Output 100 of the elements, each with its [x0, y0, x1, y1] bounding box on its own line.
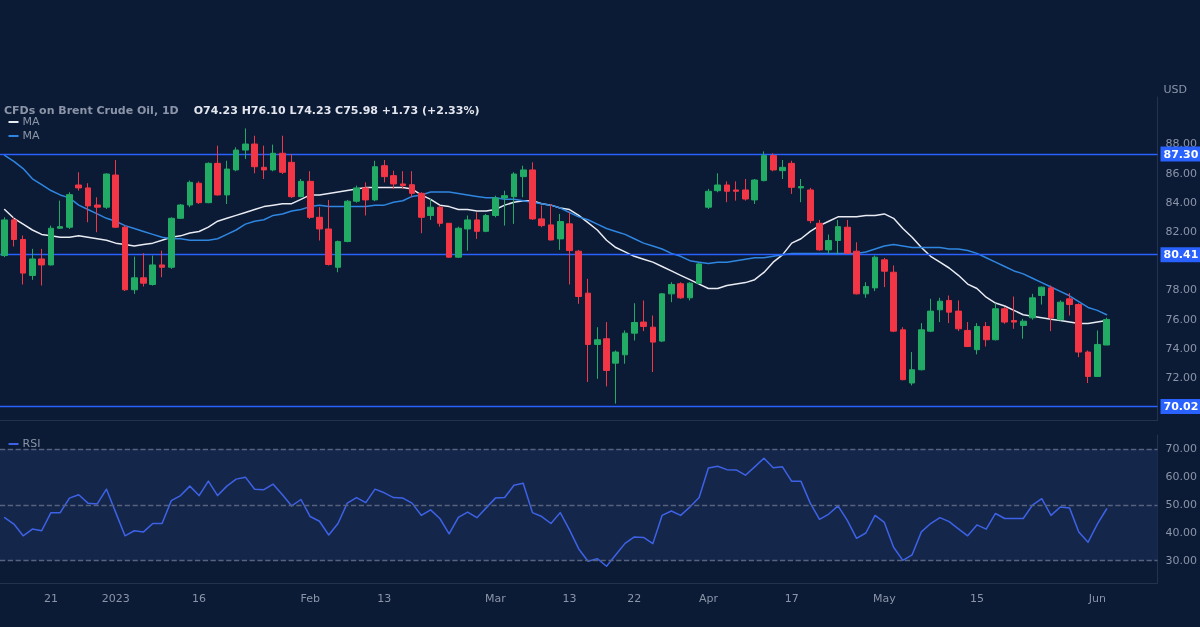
candlestick	[992, 302, 999, 341]
candlestick	[1029, 293, 1036, 321]
candlestick	[224, 160, 230, 205]
x-tick-label: 13	[377, 592, 392, 605]
candlestick	[409, 170, 415, 198]
candlestick	[529, 161, 536, 221]
candlestick	[233, 146, 239, 172]
candlestick	[177, 203, 184, 220]
candlestick	[816, 219, 823, 252]
x-tick-label: 15	[969, 592, 984, 605]
candlestick	[863, 281, 869, 299]
candlestick	[779, 159, 786, 180]
y-tick-label: 72.00	[1165, 371, 1198, 385]
y-tick-label: 30.00	[1165, 554, 1198, 568]
candlestick	[288, 153, 295, 199]
candlestick	[659, 292, 665, 343]
candlestick	[214, 145, 221, 197]
x-tick-label: Jun	[1087, 592, 1106, 605]
candlestick	[501, 190, 508, 227]
candlestick	[955, 299, 962, 332]
candlestick	[474, 211, 480, 240]
candlestick	[631, 302, 638, 341]
x-tick-label: May	[872, 592, 897, 605]
candlestick	[455, 226, 462, 259]
candlestick	[807, 187, 814, 224]
legend-label: MA	[22, 115, 40, 128]
candlestick	[437, 205, 443, 228]
legend-label: MA	[22, 129, 40, 142]
candlestick	[983, 321, 990, 347]
x-tick-label: 21	[43, 592, 58, 605]
candlestick	[20, 235, 26, 286]
candlestick	[585, 278, 591, 383]
candlestick	[57, 200, 63, 230]
candlestick	[668, 281, 675, 303]
candlestick	[187, 180, 193, 208]
candlestick	[1085, 349, 1091, 384]
candlestick	[464, 215, 471, 252]
candlestick	[446, 222, 452, 259]
legend-label: RSI	[22, 437, 41, 450]
candlestick	[492, 195, 499, 218]
x-tick-label: 22	[627, 592, 642, 605]
candlestick	[964, 321, 971, 348]
y-tick-label: 82.00	[1165, 224, 1198, 238]
candlestick	[122, 225, 128, 292]
candlestick	[131, 256, 138, 295]
y-tick-label: 40.00	[1165, 526, 1198, 540]
candlestick	[261, 145, 267, 180]
candlestick	[538, 205, 545, 228]
candlestick	[251, 135, 258, 174]
candlestick	[205, 161, 212, 204]
line-series	[3, 154, 1108, 316]
text: O74.23 H76.10 L74.23 C75.98 +1.73 (+2.33%)	[193, 103, 480, 117]
candlestick	[307, 170, 314, 220]
ref-line-label: 70.02	[1163, 400, 1199, 414]
candlestick	[418, 191, 425, 234]
y-axis-title: USD	[1163, 83, 1188, 96]
candlestick	[890, 265, 897, 333]
candlestick	[761, 150, 767, 182]
candlestick	[381, 159, 388, 183]
candlestick	[937, 297, 943, 323]
candlestick	[1103, 317, 1110, 346]
candlestick	[612, 349, 619, 405]
candlestick	[427, 198, 434, 221]
candlestick	[149, 255, 156, 287]
candlestick	[650, 315, 656, 373]
candlestick	[909, 351, 915, 386]
candlestick	[594, 326, 601, 380]
candlestick	[1075, 302, 1082, 358]
y-tick-label: 78.00	[1165, 283, 1198, 297]
ref-line-label: 87.30	[1163, 147, 1199, 161]
candlestick	[75, 171, 82, 192]
candlestick	[325, 199, 332, 267]
y-tick-label: 86.00	[1165, 166, 1198, 180]
candlestick	[751, 178, 758, 205]
candlestick	[353, 185, 360, 204]
candlestick	[696, 262, 702, 286]
line-series	[3, 457, 1108, 567]
candlestick	[733, 180, 739, 202]
candlestick	[640, 299, 647, 332]
candlestick	[548, 203, 554, 242]
candlestick	[168, 216, 175, 270]
candlestick	[798, 178, 804, 203]
candlestick	[103, 172, 110, 210]
candlestick	[946, 294, 952, 324]
y-tick-label: 50.00	[1165, 498, 1198, 512]
candlestick	[927, 298, 934, 333]
candlestick	[918, 322, 925, 371]
candlestick	[520, 165, 527, 198]
candlestick	[11, 216, 17, 248]
candlestick	[196, 180, 202, 205]
candlestick	[687, 281, 693, 301]
candlestick	[825, 234, 832, 255]
candlestick	[159, 250, 165, 278]
x-tick-label: Mar	[485, 592, 507, 605]
candlestick	[835, 219, 841, 256]
candlestick	[279, 135, 286, 175]
candlestick	[390, 170, 397, 190]
y-tick-label: 76.00	[1165, 312, 1198, 326]
candlestick	[853, 241, 860, 295]
candlestick	[770, 152, 777, 172]
